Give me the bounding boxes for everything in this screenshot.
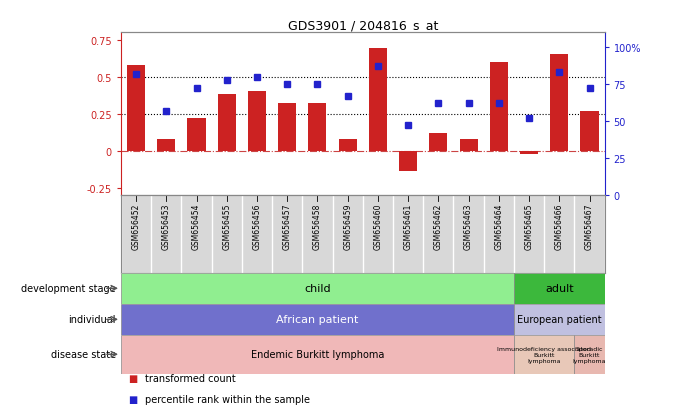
Title: GDS3901 / 204816_s_at: GDS3901 / 204816_s_at [287,19,438,32]
Bar [187,119,206,151]
Bar [399,151,417,172]
Text: GSM656461: GSM656461 [404,203,413,250]
Text: Immunodeficiency associated
Burkitt
lymphoma: Immunodeficiency associated Burkitt lymp… [498,346,591,363]
Text: GSM656464: GSM656464 [494,203,503,250]
Bar [490,63,508,151]
Text: GSM656467: GSM656467 [585,203,594,250]
Bar [514,273,605,304]
Text: GSM656456: GSM656456 [252,203,261,250]
Bar [127,66,145,151]
Bar [460,140,477,151]
Text: European patient: European patient [517,315,602,325]
Text: GSM656459: GSM656459 [343,203,352,250]
Text: disease state: disease state [51,349,116,359]
Text: GSM656466: GSM656466 [555,203,564,250]
Text: ■: ■ [128,394,137,404]
Text: individual: individual [68,315,116,325]
Bar [278,104,296,151]
Bar [308,104,326,151]
Bar [574,335,605,374]
Text: GSM656452: GSM656452 [131,203,140,250]
Bar [121,273,514,304]
Text: GSM656458: GSM656458 [313,203,322,250]
Text: GSM656454: GSM656454 [192,203,201,250]
Text: adult: adult [545,284,574,294]
Text: ■: ■ [128,373,137,383]
Text: GSM656453: GSM656453 [162,203,171,250]
Text: Endemic Burkitt lymphoma: Endemic Burkitt lymphoma [251,349,384,359]
Bar [514,335,574,374]
Bar [580,112,598,151]
Bar [121,335,514,374]
Bar [550,55,568,151]
Bar [339,140,357,151]
Bar [520,151,538,154]
Text: GSM656465: GSM656465 [524,203,533,250]
Text: child: child [304,284,331,294]
Bar [218,95,236,151]
Text: GSM656460: GSM656460 [373,203,382,250]
Text: Sporadic
Burkitt
lymphoma: Sporadic Burkitt lymphoma [573,346,606,363]
Text: GSM656462: GSM656462 [434,203,443,250]
Bar [121,304,514,335]
Bar [369,49,387,151]
Text: African patient: African patient [276,315,359,325]
Bar [248,92,266,151]
Text: percentile rank within the sample: percentile rank within the sample [145,394,310,404]
Bar [158,140,176,151]
Bar [514,304,605,335]
Bar [429,133,447,151]
Text: development stage: development stage [21,284,116,294]
Text: GSM656455: GSM656455 [223,203,231,250]
Text: transformed count: transformed count [145,373,236,383]
Text: GSM656457: GSM656457 [283,203,292,250]
Text: GSM656463: GSM656463 [464,203,473,250]
